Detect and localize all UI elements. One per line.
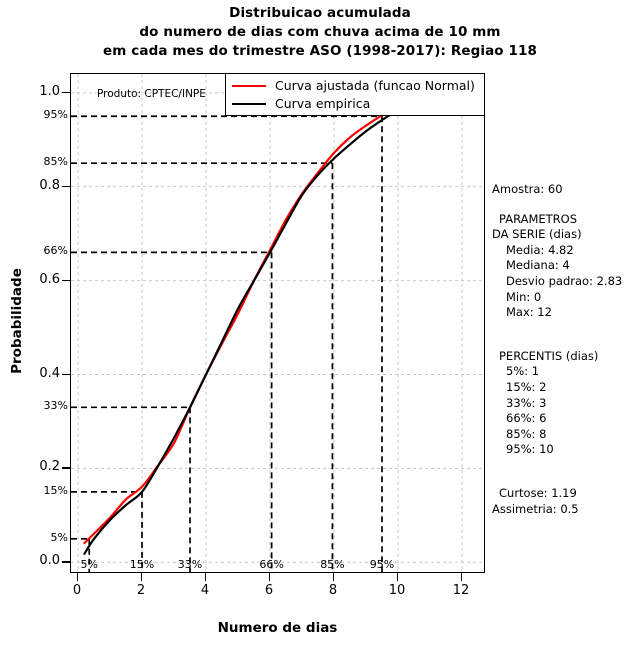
stat-media: Media: 4.82 [506,242,574,257]
percentile-y-label: 85% [43,155,68,169]
y-tick-label: 0.2 [39,459,60,475]
x-tick-label: 0 [72,583,82,598]
x-tick-mark [269,573,271,581]
produto-label: Produto: CPTEC/INPE [97,88,206,100]
stat-max: Max: 12 [506,305,552,320]
stat-p66: 66%: 6 [506,411,547,426]
stat-desvio-padrao: Desvio padrao: 2.83 [506,273,623,288]
percentile-y-label: 15% [43,483,68,497]
percentile-x-label: 33% [178,558,202,571]
y-tick-mark [62,91,70,94]
percentile-x-label: 5% [81,558,98,571]
x-tick-mark [397,573,399,581]
y-tick-label: 0.0 [39,553,60,569]
stat-min: Min: 0 [506,289,542,304]
stat-p95: 95%: 10 [506,442,554,457]
y-tick-mark [62,373,70,375]
legend-item-fitted: Curva ajustada (funcao Normal) [232,77,478,95]
page-title: Distribuicao acumulada do numero de dias… [0,4,640,61]
percentile-y-label: 5% [50,530,68,544]
percentile-x-label: 66% [259,558,283,571]
title-line-1: Distribuicao acumulada [229,5,411,21]
legend-label-empirical: Curva empirica [275,96,371,111]
stat-amostra: Amostra: 60 [492,182,563,196]
percentile-x-labels: 5% 15% 33% 66% 85% 95% [81,558,395,571]
chart-legend: Curva ajustada (funcao Normal) Curva emp… [225,73,485,116]
percentile-x-label: 15% [130,558,154,571]
stat-parametros-subtitle: DA SERIE (dias) [492,227,582,242]
chart-canvas: 5% 15% 33% 66% 85% 95% [71,74,484,572]
y-tick-label: 1.0 [39,83,60,99]
stat-p33: 33%: 3 [506,395,547,410]
y-tick-label: 0.6 [39,271,60,287]
legend-item-empirical: Curva empirica [232,95,478,113]
y-tick-label: 0.4 [39,365,60,381]
x-tick-mark [461,573,463,581]
x-axis-tick-labels: 0 2 4 6 8 10 12 [0,583,640,605]
stat-curtose: Curtose: 1.19 [499,485,577,500]
stat-mediana: Mediana: 4 [506,258,570,273]
x-axis-title: Numero de dias [217,620,338,636]
statistics-panel: Amostra: 60 PARAMETROS DA SERIE (dias) M… [492,182,640,517]
stat-p05: 5%: 1 [506,364,540,379]
y-tick-mark [62,467,70,469]
y-tick-mark [62,279,70,281]
stat-parametros-title: PARAMETROS [499,211,578,226]
y-tick-mark [62,185,70,187]
title-line-3: em cada mes do trimestre ASO (1998-2017)… [103,43,537,59]
stat-p15: 15%: 2 [506,379,547,394]
y-tick-label: 0.8 [39,177,60,193]
stat-p85: 85%: 8 [506,426,547,441]
y-axis-tick-labels: 0.0 0.2 0.4 0.6 0.8 1.0 [16,0,60,660]
plot-area: 5% 15% 33% 66% 85% 95% [70,73,485,573]
x-tick-mark [333,573,335,581]
x-tick-label: 10 [388,583,406,598]
percentile-y-label: 95% [43,108,68,122]
legend-line-swatch-empirical [232,103,266,105]
percentile-y-label: 66% [43,244,68,258]
x-tick-label: 6 [264,583,274,598]
x-tick-mark [77,573,79,581]
stat-assimetria: Assimetria: 0.5 [492,501,579,516]
x-tick-label: 8 [328,583,338,598]
x-tick-label: 4 [200,583,210,598]
legend-line-swatch-fitted [232,85,266,87]
y-tick-mark [62,561,70,563]
stat-percentis-title: PERCENTIS (dias) [499,348,599,363]
x-tick-mark [141,573,143,581]
x-tick-mark [205,573,207,581]
title-line-2: do numero de dias com chuva acima de 10 … [139,24,501,40]
percentile-x-label: 95% [370,558,394,571]
x-tick-label: 2 [136,583,146,598]
legend-label-fitted: Curva ajustada (funcao Normal) [275,78,475,93]
percentile-x-label: 85% [320,558,344,571]
x-tick-label: 12 [452,583,470,598]
percentile-y-labels: 5% 15% 33% 66% 85% 95% [0,0,72,660]
percentile-y-label: 33% [43,399,68,413]
